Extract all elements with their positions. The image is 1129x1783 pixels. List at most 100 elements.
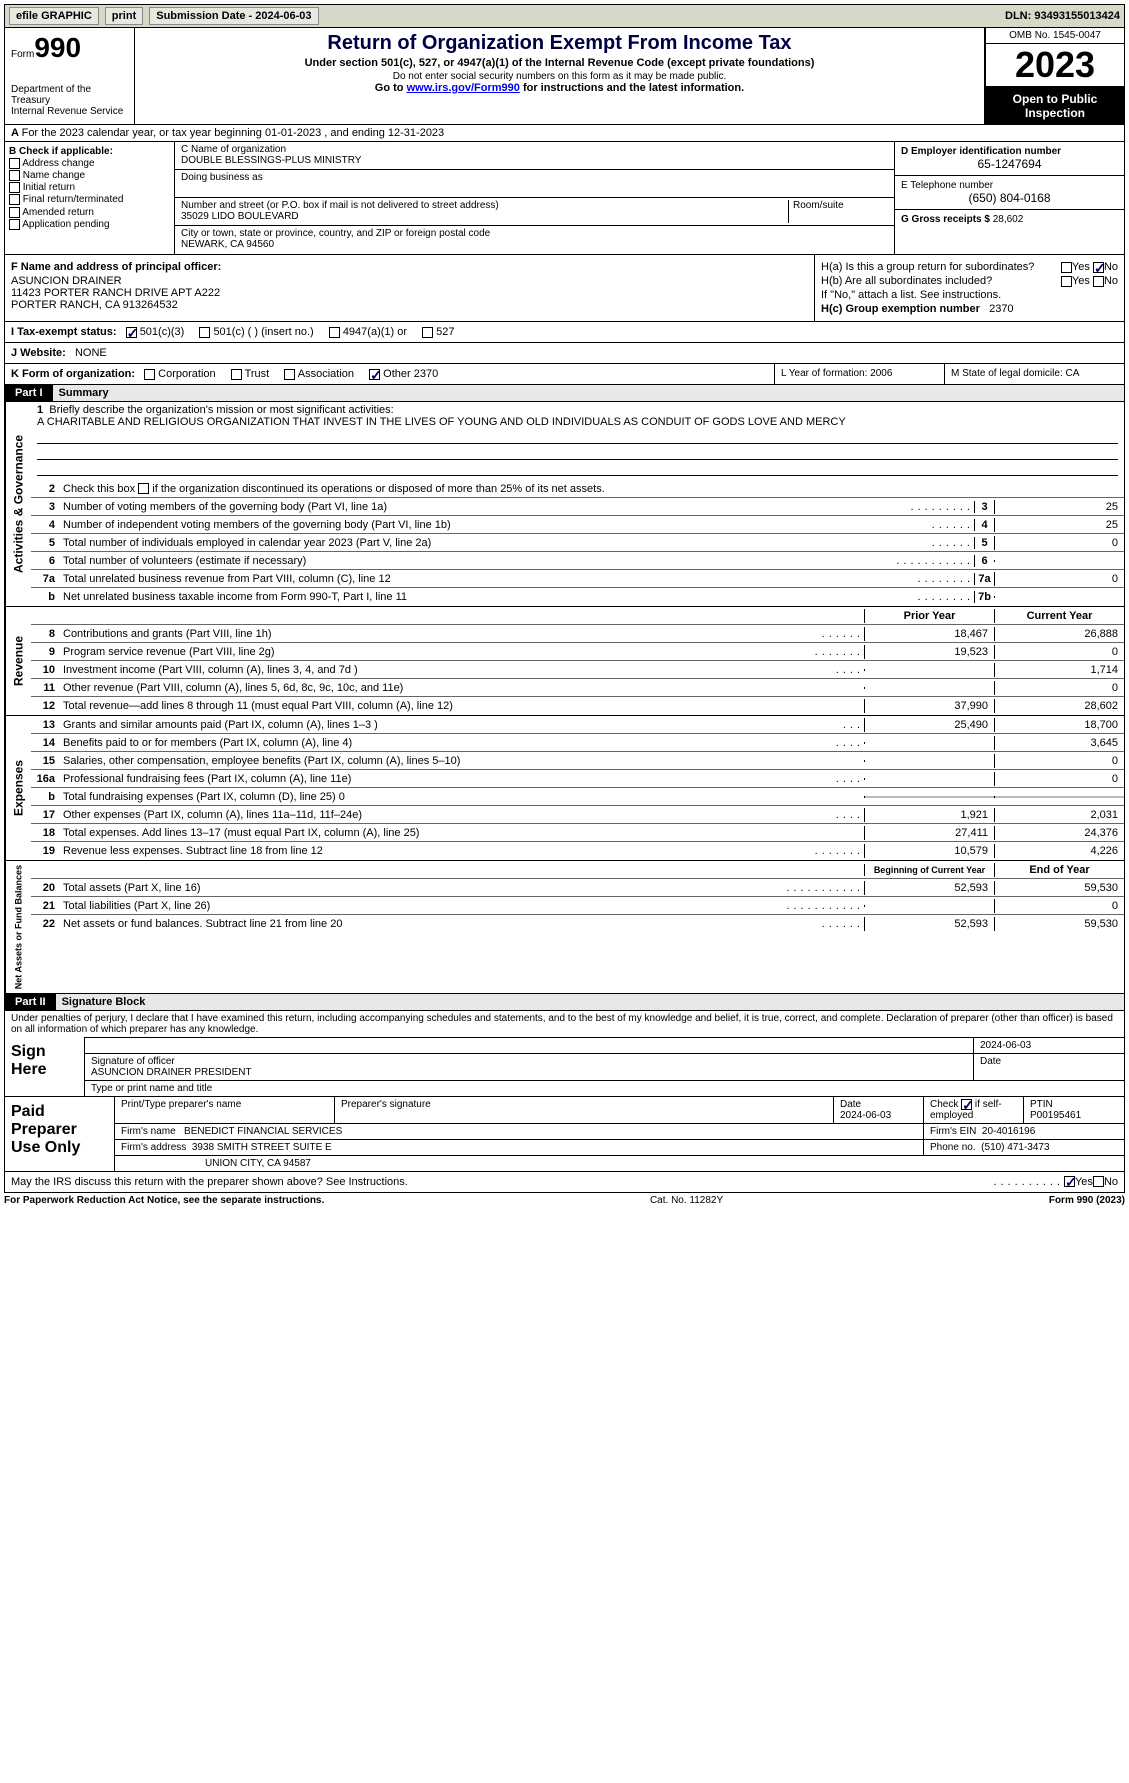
discuss-no-chk[interactable]: [1093, 1176, 1104, 1187]
box-g-label: G Gross receipts $: [901, 214, 990, 225]
prep-date-lbl: Date: [840, 1099, 861, 1110]
line-13-desc: Grants and similar amounts paid (Part IX…: [59, 718, 843, 732]
chk-amended-return[interactable]: Amended return: [9, 207, 170, 218]
line-12-prior: 37,990: [864, 699, 994, 713]
line-15-curr: 0: [994, 754, 1124, 768]
form-number: 990: [34, 32, 81, 63]
efile-label: efile GRAPHIC: [9, 7, 99, 25]
box-l-label: L Year of formation:: [781, 368, 867, 379]
form-header: Form990 Department of the Treasury Inter…: [4, 28, 1125, 125]
box-d-label: D Employer identification number: [901, 146, 1118, 157]
chk-501c[interactable]: [199, 327, 210, 338]
line-17-curr: 2,031: [994, 808, 1124, 822]
hb-yes-chk[interactable]: [1061, 276, 1072, 287]
mission-label: Briefly describe the organization's miss…: [49, 404, 393, 416]
firm-ein: 20-4016196: [982, 1126, 1035, 1137]
tax-exempt-row: I Tax-exempt status: 501(c)(3) 501(c) ( …: [4, 322, 1125, 343]
line-7a-desc: Total unrelated business revenue from Pa…: [59, 572, 918, 586]
prep-name-lbl: Print/Type preparer's name: [115, 1097, 335, 1123]
chk-final-return[interactable]: Final return/terminated: [9, 194, 170, 205]
line-11-desc: Other revenue (Part VIII, column (A), li…: [59, 681, 864, 695]
footer-left: For Paperwork Reduction Act Notice, see …: [4, 1195, 324, 1206]
officer-name: ASUNCION DRAINER: [11, 275, 808, 287]
discuss-yes-chk[interactable]: [1064, 1176, 1075, 1187]
line-20-end: 59,530: [994, 881, 1124, 895]
line-2: Check this box if the organization disco…: [59, 482, 1124, 496]
discuss-row: May the IRS discuss this return with the…: [4, 1172, 1125, 1193]
line-12-desc: Total revenue—add lines 8 through 11 (mu…: [59, 699, 864, 713]
line-16b-desc: Total fundraising expenses (Part IX, col…: [59, 790, 864, 804]
date-label: Date: [974, 1054, 1124, 1080]
chk-app-pending[interactable]: Application pending: [9, 219, 170, 230]
chk-527[interactable]: [422, 327, 433, 338]
firm-phone-lbl: Phone no.: [930, 1142, 976, 1153]
line-18-prior: 27,411: [864, 826, 994, 840]
line-10-desc: Investment income (Part VIII, column (A)…: [59, 663, 836, 677]
prep-date: 2024-06-03: [840, 1110, 891, 1121]
website-value: NONE: [75, 347, 107, 359]
year-formation: 2006: [870, 368, 892, 379]
chk-trust[interactable]: [231, 369, 242, 380]
line-7a-val: 0: [994, 572, 1124, 586]
city-label: City or town, state or province, country…: [181, 228, 888, 239]
line-20-begin: 52,593: [864, 881, 994, 895]
line-4-val: 25: [994, 518, 1124, 532]
identity-block: B Check if applicable: Address change Na…: [4, 142, 1125, 255]
chk-other[interactable]: [369, 369, 380, 380]
line-22-desc: Net assets or fund balances. Subtract li…: [59, 917, 822, 931]
irs-link[interactable]: www.irs.gov/Form990: [407, 82, 520, 94]
line-15-prior: [864, 760, 994, 762]
hb-no-chk[interactable]: [1093, 276, 1104, 287]
line-16a-desc: Professional fundraising fees (Part IX, …: [59, 772, 836, 786]
paid-preparer-label: Paid Preparer Use Only: [5, 1097, 115, 1171]
prior-year-hdr: Prior Year: [864, 609, 994, 623]
line-18-curr: 24,376: [994, 826, 1124, 840]
box-f-label: F Name and address of principal officer:: [11, 261, 221, 273]
firm-addr-lbl: Firm's address: [121, 1142, 186, 1153]
chk-self-employed[interactable]: [961, 1099, 972, 1110]
line-18-desc: Total expenses. Add lines 13–17 (must eq…: [59, 826, 864, 840]
part-2-title: Signature Block: [56, 994, 152, 1010]
signature-block: Under penalties of perjury, I declare th…: [4, 1011, 1125, 1097]
h-b-note: If "No," attach a list. See instructions…: [821, 289, 1118, 301]
type-name-lbl: Type or print name and title: [85, 1081, 1124, 1096]
form-word: Form: [11, 49, 34, 60]
line-16b-shade1: [864, 796, 994, 798]
box-b-label: B Check if applicable:: [9, 146, 170, 157]
line-20-desc: Total assets (Part X, line 16): [59, 881, 786, 895]
street-label: Number and street (or P.O. box if mail i…: [181, 200, 788, 211]
line-9-curr: 0: [994, 645, 1124, 659]
goto-text: Go to: [375, 82, 404, 94]
chk-4947[interactable]: [329, 327, 340, 338]
box-m-label: M State of legal domicile:: [951, 368, 1063, 379]
ha-no-chk[interactable]: [1093, 262, 1104, 273]
goto-after: for instructions and the latest informat…: [523, 82, 744, 94]
line-21-desc: Total liabilities (Part X, line 26): [59, 899, 786, 913]
firm-addr1: 3938 SMITH STREET SUITE E: [192, 1142, 332, 1153]
dln-label: DLN: 93493155013424: [1005, 10, 1120, 22]
chk-initial-return[interactable]: Initial return: [9, 182, 170, 193]
chk-assoc[interactable]: [284, 369, 295, 380]
ha-yes-chk[interactable]: [1061, 262, 1072, 273]
chk-name-change[interactable]: Name change: [9, 170, 170, 181]
chk-line2[interactable]: [138, 483, 149, 494]
print-button[interactable]: print: [105, 7, 143, 25]
firm-addr2: UNION CITY, CA 94587: [115, 1156, 1124, 1171]
chk-501c3[interactable]: [126, 327, 137, 338]
part-2-tag: Part II: [5, 994, 56, 1010]
website-row: J Website: NONE: [4, 343, 1125, 364]
line-16a-prior: [864, 778, 994, 780]
part-1-tag: Part I: [5, 385, 53, 401]
line-8-prior: 18,467: [864, 627, 994, 641]
dba-label: Doing business as: [181, 172, 888, 183]
line-16a-curr: 0: [994, 772, 1124, 786]
org-name: DOUBLE BLESSINGS-PLUS MINISTRY: [181, 155, 888, 166]
h-c-label: H(c) Group exemption number: [821, 303, 980, 315]
submission-date: Submission Date - 2024-06-03: [149, 7, 318, 25]
line-6-val: [994, 560, 1124, 562]
chk-address-change[interactable]: Address change: [9, 158, 170, 169]
line-19-prior: 10,579: [864, 844, 994, 858]
chk-corp[interactable]: [144, 369, 155, 380]
firm-ein-lbl: Firm's EIN: [930, 1126, 976, 1137]
officer-addr2: PORTER RANCH, CA 913264532: [11, 299, 808, 311]
